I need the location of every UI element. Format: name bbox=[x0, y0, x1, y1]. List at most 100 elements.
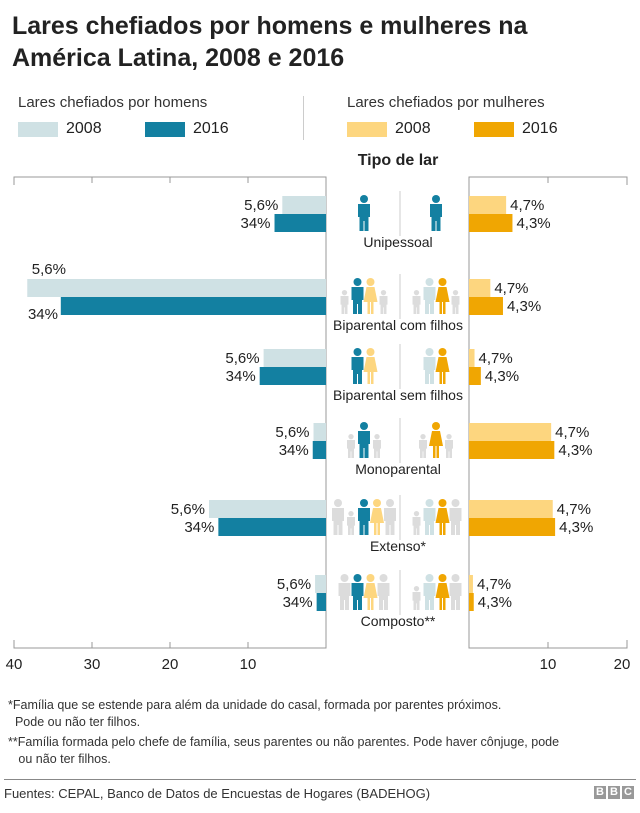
person-body-icon bbox=[423, 287, 436, 314]
value-label: 4,3% bbox=[558, 442, 592, 459]
women-bar-2008 bbox=[469, 279, 491, 297]
person-body-icon bbox=[347, 440, 355, 458]
value-label: 5,6% bbox=[32, 261, 66, 278]
person-head-icon bbox=[413, 511, 420, 517]
women-bar-2016 bbox=[469, 367, 481, 385]
person-body-icon bbox=[449, 583, 462, 610]
men-bar-2008 bbox=[209, 500, 326, 518]
person-head-icon bbox=[353, 348, 362, 356]
value-label: 5,6% bbox=[277, 576, 311, 593]
person-head-icon bbox=[438, 348, 447, 356]
men-bar-2008 bbox=[282, 196, 326, 214]
value-label: 4,7% bbox=[494, 280, 528, 297]
person-head-icon bbox=[413, 290, 420, 296]
person-body-icon bbox=[351, 357, 364, 384]
person-head-icon bbox=[341, 290, 348, 296]
x-tick-label-men: 20 bbox=[162, 656, 179, 673]
person-head-icon bbox=[348, 511, 354, 517]
men-bar-2008 bbox=[27, 279, 326, 297]
x-tick-label-men: 10 bbox=[240, 656, 257, 673]
person-head-icon bbox=[438, 499, 447, 507]
legend-women-header: Lares chefiados por mulheres bbox=[347, 94, 545, 111]
person-body-icon bbox=[363, 287, 378, 314]
person-body-icon bbox=[423, 583, 436, 610]
person-body-icon bbox=[332, 508, 344, 535]
value-label: 34% bbox=[240, 215, 270, 232]
person-head-icon bbox=[425, 348, 434, 356]
person-body-icon bbox=[347, 517, 355, 535]
men-bar-2016 bbox=[60, 297, 327, 315]
legend-women-2016: 2016 bbox=[474, 120, 558, 138]
person-head-icon bbox=[360, 499, 368, 507]
person-head-icon bbox=[425, 574, 434, 582]
category-label: Monoparental bbox=[355, 461, 441, 477]
women-bar-2016 bbox=[469, 441, 555, 459]
person-body-icon bbox=[379, 296, 388, 314]
person-head-icon bbox=[348, 434, 354, 440]
men-bar-2008 bbox=[263, 349, 326, 367]
person-head-icon bbox=[446, 434, 452, 440]
divider bbox=[4, 779, 636, 780]
person-body-icon bbox=[351, 583, 364, 610]
person-head-icon bbox=[360, 195, 368, 203]
value-label: 5,6% bbox=[171, 501, 205, 518]
women-bar-2008 bbox=[469, 575, 473, 593]
value-label: 4,7% bbox=[555, 424, 589, 441]
person-body-icon bbox=[445, 440, 453, 458]
women-bar-2008 bbox=[469, 349, 475, 367]
footnote-1: *Família que se estende para além da uni… bbox=[8, 698, 502, 729]
value-label: 34% bbox=[28, 306, 58, 323]
men-bar-2008 bbox=[313, 423, 326, 441]
person-body-icon bbox=[412, 592, 421, 610]
person-head-icon bbox=[366, 348, 375, 356]
value-label: 4,7% bbox=[510, 197, 544, 214]
person-head-icon bbox=[334, 499, 342, 507]
men-bar-2016 bbox=[312, 441, 326, 459]
chart-subtitle: Tipo de lar bbox=[357, 152, 439, 169]
value-label: 4,3% bbox=[516, 215, 550, 232]
person-body-icon bbox=[419, 440, 427, 458]
person-head-icon bbox=[420, 434, 426, 440]
women-bar-2016 bbox=[469, 593, 474, 611]
person-body-icon bbox=[435, 583, 450, 610]
person-head-icon bbox=[353, 574, 362, 582]
person-head-icon bbox=[374, 434, 380, 440]
person-head-icon bbox=[451, 499, 460, 507]
person-body-icon bbox=[358, 508, 370, 535]
person-head-icon bbox=[380, 290, 387, 296]
category-label: Unipessoal bbox=[363, 234, 432, 250]
men-bar-2016 bbox=[316, 593, 326, 611]
person-head-icon bbox=[360, 422, 368, 430]
person-head-icon bbox=[452, 290, 459, 296]
person-head-icon bbox=[413, 586, 420, 592]
plot-area: 40 30 20 10 10 205,6%34%4,7%4,3%Unipessoal5,6… bbox=[6, 176, 631, 673]
men-bar-2016 bbox=[218, 518, 326, 536]
person-head-icon bbox=[353, 278, 362, 286]
legend-men-header: Lares chefiados por homens bbox=[18, 94, 208, 111]
person-body-icon bbox=[384, 508, 396, 535]
value-label: 4,7% bbox=[557, 501, 591, 518]
person-body-icon bbox=[377, 583, 390, 610]
value-label: 5,6% bbox=[244, 197, 278, 214]
men-bar-2016 bbox=[274, 214, 326, 232]
person-body-icon bbox=[412, 517, 421, 535]
person-body-icon bbox=[340, 296, 349, 314]
person-body-icon bbox=[435, 508, 450, 535]
person-body-icon bbox=[363, 357, 378, 384]
legend-men-2016: 2016 bbox=[145, 120, 229, 138]
women-bar-2008 bbox=[469, 423, 552, 441]
category-label: Biparental com filhos bbox=[333, 317, 463, 333]
person-body-icon bbox=[358, 431, 370, 458]
source: Fuentes: CEPAL, Banco de Datos de Encues… bbox=[4, 786, 431, 801]
value-label: 4,3% bbox=[559, 519, 593, 536]
person-head-icon bbox=[432, 195, 440, 203]
x-tick-label-women: 20 bbox=[614, 656, 631, 673]
women-bar-2016 bbox=[469, 518, 556, 536]
men-bar-2008 bbox=[315, 575, 326, 593]
legend-men-2008: 2008 bbox=[18, 120, 102, 138]
person-body-icon bbox=[338, 583, 351, 610]
value-label: 34% bbox=[279, 442, 309, 459]
women-bar-2008 bbox=[469, 500, 553, 518]
